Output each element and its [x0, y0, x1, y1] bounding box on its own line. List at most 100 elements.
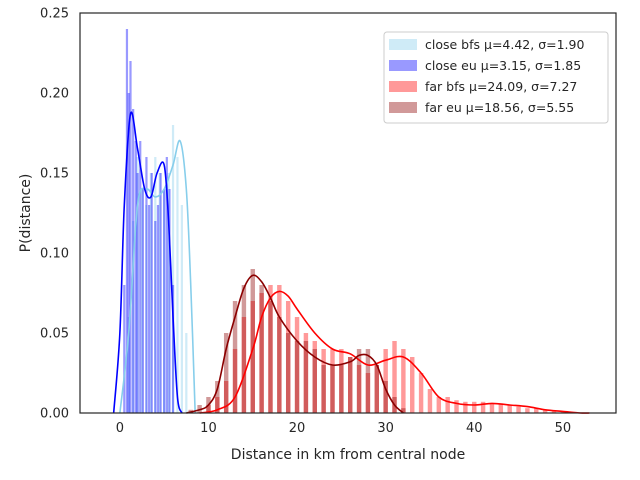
y-tick-label-6: 0.25 — [40, 7, 69, 22]
legend-swatch-3 — [389, 81, 417, 92]
bar-series-1-bin-1 — [127, 317, 130, 413]
x-tick-label-4: 30 — [377, 421, 394, 436]
bar-series-2-bin-7 — [136, 173, 139, 413]
bar-series-2-bin-14 — [156, 205, 160, 413]
bar-series-3-bin-17 — [348, 357, 353, 413]
kde-line-series-1 — [119, 139, 196, 414]
bar-series-3-bin-27 — [436, 397, 442, 413]
bar-series-3-bin-11 — [294, 317, 300, 413]
bar-series-4-bin-14 — [303, 341, 309, 413]
bar-series-2-bin-6 — [134, 141, 137, 413]
bar-series-3-bin-25 — [418, 373, 424, 413]
bar-series-1-bin-8 — [158, 173, 161, 413]
bar-series-3-bin-33 — [489, 403, 495, 413]
bar-series-3-bin-5 — [241, 317, 247, 413]
bar-series-2-bin-19 — [171, 285, 175, 413]
bar-series-4-bin-4 — [215, 381, 220, 413]
bar-series-3-bin-10 — [285, 301, 291, 413]
x-tick-label-3: 20 — [289, 421, 306, 436]
bar-series-3-bin-24 — [410, 357, 415, 413]
legend-swatch-2 — [389, 60, 417, 71]
bar-series-3-bin-40 — [551, 411, 557, 413]
bar-series-4-bin-25 — [401, 408, 406, 413]
bar-series-4-bin-22 — [374, 365, 380, 413]
bar-series-3-bin-29 — [454, 400, 459, 413]
x-tick-label-2: 10 — [200, 421, 217, 436]
x-tick-label-5: 40 — [466, 421, 483, 436]
bar-series-4-bin-16 — [321, 365, 326, 413]
legend-swatch-1 — [389, 39, 417, 50]
bar-series-4-bin-21 — [365, 349, 371, 413]
bar-series-3-bin-30 — [463, 401, 468, 413]
bar-series-3-bin-9 — [277, 285, 282, 413]
bar-series-3-bin-36 — [516, 406, 521, 413]
x-tick-label-6: 50 — [555, 421, 572, 436]
bar-series-3-bin-32 — [480, 401, 486, 413]
bar-series-4-bin-20 — [356, 349, 362, 413]
bar-series-3-bin-6 — [250, 301, 255, 413]
histogram-bars — [123, 29, 566, 413]
bar-series-2-bin-4 — [129, 61, 132, 413]
legend-label-1: close bfs μ=4.42, σ=1.90 — [425, 37, 584, 52]
bar-series-2-bin-9 — [141, 189, 145, 413]
bar-series-3-bin-8 — [268, 285, 273, 413]
bar-series-3-bin-12 — [303, 333, 309, 413]
y-axis-label: P(distance) — [18, 174, 34, 253]
bar-series-1-bin-2 — [132, 221, 135, 413]
y-tick-label-5: 0.20 — [40, 87, 69, 102]
bar-series-4-bin-18 — [339, 365, 344, 413]
bar-series-3-bin-1 — [206, 405, 211, 413]
bar-series-1-bin-5 — [145, 205, 148, 413]
bar-series-2-bin-8 — [139, 141, 142, 413]
bar-series-2-bin-16 — [163, 189, 166, 413]
bar-series-3-bin-39 — [542, 409, 548, 413]
bar-series-2-bin-11 — [148, 205, 151, 413]
bar-series-3-bin-19 — [365, 373, 371, 413]
bar-series-4-bin-15 — [312, 349, 317, 413]
legend-label-2: close eu μ=3.15, σ=1.85 — [425, 58, 581, 73]
bar-series-3-bin-35 — [507, 405, 512, 413]
bar-series-4-bin-23 — [383, 381, 388, 413]
bar-series-2-bin-13 — [154, 221, 157, 413]
bar-series-4-bin-13 — [294, 341, 300, 413]
bar-series-1-bin-12 — [176, 157, 179, 413]
bar-series-1-bin-6 — [149, 173, 152, 413]
bar-series-1-bin-11 — [171, 125, 175, 413]
bar-series-3-bin-2 — [215, 397, 220, 413]
bar-series-4-bin-5 — [223, 333, 229, 413]
bar-series-1-bin-7 — [154, 157, 157, 413]
bar-series-3-bin-15 — [330, 349, 335, 413]
y-tick-label-2: 0.05 — [40, 327, 69, 342]
bar-series-3-bin-13 — [312, 341, 317, 413]
x-tick-label-1: 0 — [116, 421, 124, 436]
bar-series-3-bin-38 — [534, 408, 539, 413]
bar-series-3-bin-22 — [392, 341, 397, 413]
bar-series-3-bin-26 — [427, 389, 433, 413]
bar-series-2-bin-17 — [165, 157, 168, 413]
bar-series-2-bin-18 — [168, 189, 171, 413]
bar-series-3-bin-31 — [472, 401, 477, 413]
bar-series-1-bin-10 — [167, 173, 170, 413]
bar-series-3-bin-34 — [498, 403, 504, 413]
bar-series-4-bin-9 — [259, 285, 264, 413]
bar-series-2-bin-10 — [145, 157, 148, 413]
bar-series-4-bin-12 — [285, 333, 291, 413]
kde-curves — [112, 111, 590, 414]
bar-series-1-bin-9 — [163, 189, 166, 413]
bar-series-4-bin-17 — [330, 365, 335, 413]
bar-series-3-bin-37 — [525, 408, 530, 413]
legend-swatch-4 — [389, 102, 417, 113]
bar-series-2-bin-12 — [150, 173, 153, 413]
bar-series-3-bin-4 — [232, 349, 238, 413]
bar-series-1-bin-13 — [180, 205, 183, 413]
bar-series-3-bin-28 — [445, 397, 450, 413]
kde-line-series-4 — [186, 274, 404, 414]
bar-series-1-bin-4 — [140, 189, 144, 413]
y-tick-label-3: 0.10 — [40, 247, 69, 262]
legend: close bfs μ=4.42, σ=1.90 close eu μ=3.15,… — [383, 31, 609, 124]
bar-series-3-bin-21 — [383, 349, 388, 413]
bar-series-2-bin-3 — [127, 93, 130, 413]
y-tick-label-1: 0.00 — [40, 407, 69, 422]
y-tick-label-4: 0.15 — [40, 167, 69, 182]
bar-series-4-bin-6 — [232, 301, 238, 413]
